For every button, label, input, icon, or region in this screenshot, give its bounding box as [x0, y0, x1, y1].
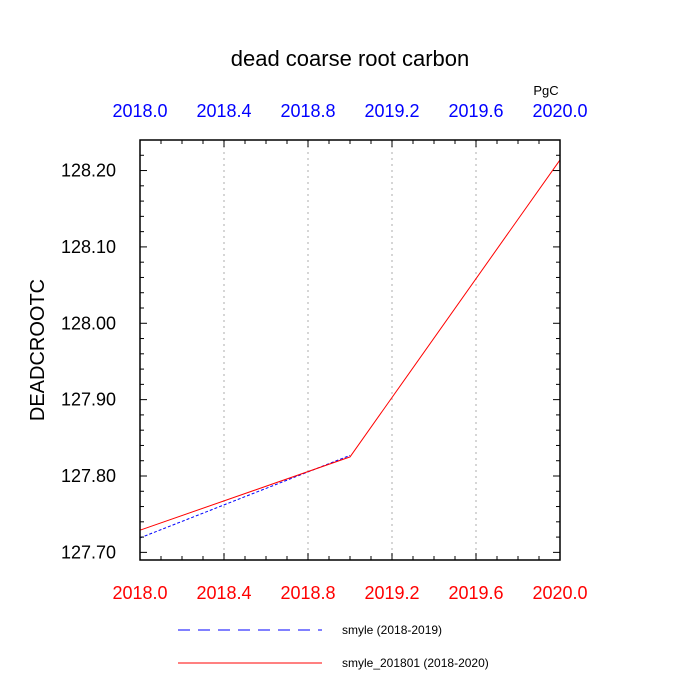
x-tick-label-bottom: 2018.0	[112, 583, 167, 603]
y-tick-label: 128.00	[61, 313, 116, 333]
x-tick-label-bottom: 2020.0	[532, 583, 587, 603]
x-tick-label-bottom: 2019.2	[364, 583, 419, 603]
x-tick-label-top: 2018.8	[280, 101, 335, 121]
series-line-1	[139, 454, 351, 539]
y-axis-label: DEADCROOTC	[27, 279, 49, 421]
label-layer: 2018.0 2018.0 2018.4 2018.4 2018.8 2018.8 2019…	[61, 101, 588, 603]
x-tick-label-bottom: 2019.6	[448, 583, 503, 603]
y-tick-label: 127.90	[61, 390, 116, 410]
y-tick-label: 127.70	[61, 542, 116, 562]
legend: smyle (2018-2019) smyle_201801 (2018-2020…	[178, 623, 489, 670]
series-layer	[139, 159, 561, 539]
legend-label-1: smyle (2018-2019)	[342, 623, 442, 637]
grid-layer	[223, 140, 477, 560]
plot-frame	[139, 139, 561, 561]
units-label: PgC	[533, 83, 558, 98]
chart-title: dead coarse root carbon	[231, 46, 470, 71]
legend-label-2: smyle_201801 (2018-2020)	[342, 656, 489, 670]
x-tick-label-bottom: 2018.4	[196, 583, 251, 603]
x-tick-label-top: 2018.0	[112, 101, 167, 121]
series-line-2	[139, 159, 561, 531]
x-tick-label-top: 2018.4	[196, 101, 251, 121]
x-tick-label-top: 2020.0	[532, 101, 587, 121]
y-tick-label: 128.10	[61, 237, 116, 257]
y-tick-label: 128.20	[61, 161, 116, 181]
x-tick-label-top: 2019.6	[448, 101, 503, 121]
x-tick-label-bottom: 2018.8	[280, 583, 335, 603]
x-tick-label-top: 2019.2	[364, 101, 419, 121]
tick-layer	[139, 139, 561, 560]
y-tick-label: 127.80	[61, 466, 116, 486]
